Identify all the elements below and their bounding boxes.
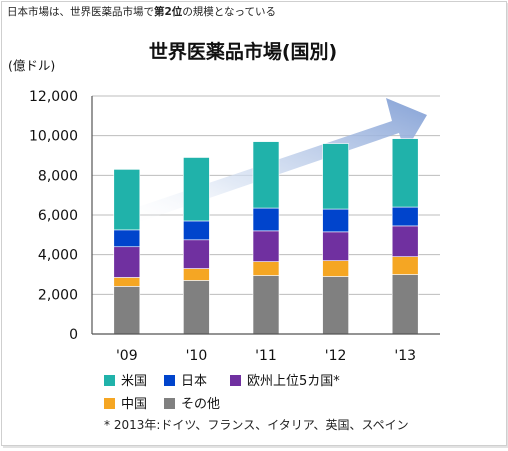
- bar-segment: [113, 246, 141, 278]
- header-note-prefix: 日本市場は、世界医薬品市場で: [7, 6, 154, 18]
- header-note-suffix: の規模となっている: [182, 6, 276, 18]
- bar-segment: [322, 231, 349, 261]
- bar-segment: [252, 275, 280, 335]
- y-tick-label: 8,000: [38, 168, 78, 184]
- bar-segment: [183, 239, 210, 269]
- bar-segment: [183, 157, 210, 222]
- legend-label: 米国: [121, 374, 147, 389]
- bar-segment: [322, 208, 349, 233]
- y-axis-label: (億ドル): [8, 58, 55, 73]
- legend-label: 日本: [181, 374, 207, 389]
- legend-swatch: [164, 398, 175, 409]
- bar-segment: [322, 276, 349, 335]
- bar-segment: [252, 207, 280, 232]
- bar-segment: [183, 220, 210, 241]
- bar-segment: [391, 206, 419, 227]
- bar-segment: [113, 277, 141, 287]
- bar-segment: [252, 230, 280, 262]
- y-tick-label: 12,000: [29, 89, 78, 105]
- bar-segment: [113, 286, 141, 335]
- bar-segment: [322, 260, 349, 277]
- legend-label: その他: [181, 397, 220, 412]
- x-tick-label: '10: [186, 348, 208, 364]
- legend-swatch: [104, 398, 115, 409]
- bar-segment: [183, 280, 210, 335]
- x-tick-label: '13: [394, 348, 416, 364]
- y-tick-label: 6,000: [38, 208, 78, 224]
- x-tick-label: '11: [255, 348, 277, 364]
- legend-swatch: [230, 375, 241, 386]
- y-tick-label: 0: [69, 327, 78, 343]
- chart-title: 世界医薬品市場(国別): [149, 40, 337, 63]
- bar-segment: [391, 138, 419, 208]
- footnote: * 2013年:ドイツ、フランス、イタリア、英国、スペイン: [104, 418, 409, 432]
- legend-swatch: [164, 375, 175, 386]
- bar-segment: [391, 225, 419, 257]
- legend-label: 中国: [121, 397, 147, 412]
- x-tick-label: '09: [116, 348, 138, 364]
- bar-segment: [252, 141, 280, 209]
- bar-segment: [391, 256, 419, 275]
- legend-label: 欧州上位5カ国*: [247, 374, 340, 389]
- bar-segment: [391, 274, 419, 335]
- y-tick-label: 10,000: [29, 129, 78, 145]
- bar-segment: [113, 229, 141, 248]
- header-note: 日本市場は、世界医薬品市場で第2位の規模となっている: [7, 4, 276, 19]
- bar-segment: [252, 261, 280, 276]
- x-tick-label: '12: [325, 348, 347, 364]
- bar-segment: [183, 268, 210, 281]
- y-tick-label: 2,000: [38, 287, 78, 303]
- legend-swatch: [104, 375, 115, 386]
- y-tick-label: 4,000: [38, 248, 78, 264]
- header-note-bold: 第2位: [154, 6, 183, 18]
- bar-segment: [322, 143, 349, 210]
- bar-segment: [113, 169, 141, 231]
